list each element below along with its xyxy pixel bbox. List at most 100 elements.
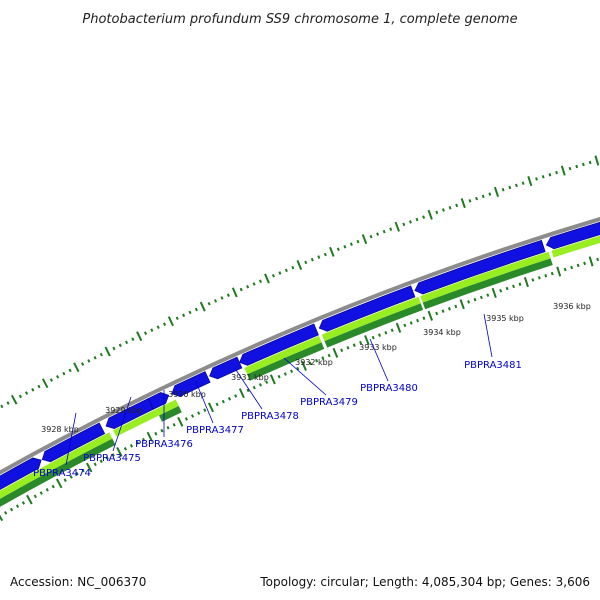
outer-tick [349, 242, 353, 246]
map-title: Photobacterium profundum SS9 chromosome … [82, 12, 517, 27]
gene-arrow[interactable] [41, 422, 106, 463]
gene-labels[interactable]: PBPRA3474 PBPRA3475 PBPRA3476 PBPRA3477 PBPR… [33, 313, 522, 479]
inner-tick [146, 431, 153, 442]
inner-tick [69, 475, 73, 479]
inner-tick [203, 408, 207, 412]
outer-tick [548, 173, 552, 177]
gene-arrow[interactable] [0, 457, 42, 496]
outer-tick [310, 257, 314, 262]
outer-tick [136, 331, 143, 342]
outer-tick [560, 165, 566, 176]
gene-label[interactable]: PBPRA3474 [33, 468, 91, 479]
cds-band-dark [158, 405, 182, 422]
gene-label-leader [195, 381, 214, 424]
inner-tick [190, 414, 195, 418]
backbone-layer [0, 216, 600, 475]
inner-tick [596, 257, 599, 262]
outer-tick-ring [0, 155, 600, 409]
inner-tick [234, 394, 238, 398]
outer-tick [220, 296, 224, 300]
outer-tick [231, 287, 238, 298]
inner-tick [544, 273, 548, 278]
inner-tick [99, 459, 103, 464]
inner-tick [346, 345, 350, 350]
inner-tick [172, 423, 176, 427]
inner-tick [45, 488, 49, 492]
outer-tick [296, 259, 303, 270]
outer-tick [448, 205, 452, 210]
outer-tick [582, 162, 585, 167]
gene-arrow[interactable] [171, 371, 211, 397]
inner-tick [467, 300, 471, 304]
cds-band-dark [422, 258, 553, 310]
inner-tick [570, 265, 574, 270]
inner-tick [473, 297, 477, 302]
outer-tick [356, 239, 360, 244]
outer-tick [93, 355, 97, 360]
gene-arrow[interactable] [414, 239, 546, 295]
gene-arrow[interactable] [239, 323, 319, 366]
gene-label-leader [235, 369, 263, 410]
kbp-label: 3935 kbp [486, 314, 524, 323]
inner-tick [258, 383, 262, 387]
gene-label[interactable]: PBPRA3477 [186, 425, 244, 436]
outer-tick [594, 155, 600, 166]
kbp-label: 3931 kbp [231, 373, 269, 382]
gene-arrow[interactable] [545, 210, 600, 250]
inner-tick [378, 333, 382, 337]
inner-tick [116, 447, 123, 457]
inner-tick [556, 266, 562, 277]
inner-tick [0, 514, 4, 522]
inner-tick [427, 310, 433, 321]
outer-tick [226, 293, 230, 297]
kbp-label: 3936 kbp [553, 302, 591, 311]
gene-label[interactable]: PBPRA3480 [360, 383, 418, 394]
outer-tick [394, 221, 400, 232]
inner-tick [435, 311, 439, 316]
inner-tick [85, 462, 93, 473]
outer-tick [460, 198, 466, 209]
inner-tick [290, 369, 294, 374]
inner-tick [486, 293, 490, 297]
gene-label[interactable]: PBPRA3476 [135, 439, 193, 450]
inner-tick [364, 335, 370, 346]
gene-label-leader [65, 412, 77, 466]
outer-tick [455, 203, 459, 208]
outer-tick [167, 316, 174, 327]
inner-tick [75, 472, 79, 476]
inner-tick [531, 278, 535, 282]
inner-tick [184, 417, 188, 421]
outer-tick [521, 181, 525, 185]
outer-tick [182, 313, 186, 318]
gene-arrow[interactable] [318, 285, 416, 332]
kbp-label: 3934 kbp [423, 328, 461, 337]
outer-tick [568, 166, 572, 171]
inner-tick [154, 431, 158, 436]
outer-tick [194, 307, 198, 312]
outer-tick [143, 331, 148, 335]
outer-tick [6, 401, 10, 405]
inner-tick [277, 374, 281, 379]
outer-tick [323, 252, 327, 257]
gene-label[interactable]: PBPRA3481 [464, 360, 522, 371]
outer-tick [541, 175, 545, 179]
inner-tick [499, 288, 503, 293]
cds-band-light [155, 399, 179, 416]
outer-tick [376, 232, 380, 236]
outer-tick [150, 328, 154, 332]
outer-tick [278, 271, 282, 275]
outer-tick [515, 183, 518, 188]
gene-label[interactable]: PBPRA3475 [83, 453, 141, 464]
gene-label[interactable]: PBPRA3479 [300, 397, 358, 408]
inner-tick [409, 321, 413, 325]
gene-label-leader [483, 313, 493, 358]
inner-tick [403, 323, 407, 328]
cds-band-light [420, 251, 551, 303]
gene-label[interactable]: PBPRA3478 [241, 411, 299, 422]
outer-tick [118, 343, 122, 348]
inner-tick [111, 453, 115, 457]
outer-tick [475, 196, 478, 201]
inner-tick [395, 322, 402, 333]
outer-tick [56, 375, 60, 379]
outer-tick [207, 301, 211, 306]
